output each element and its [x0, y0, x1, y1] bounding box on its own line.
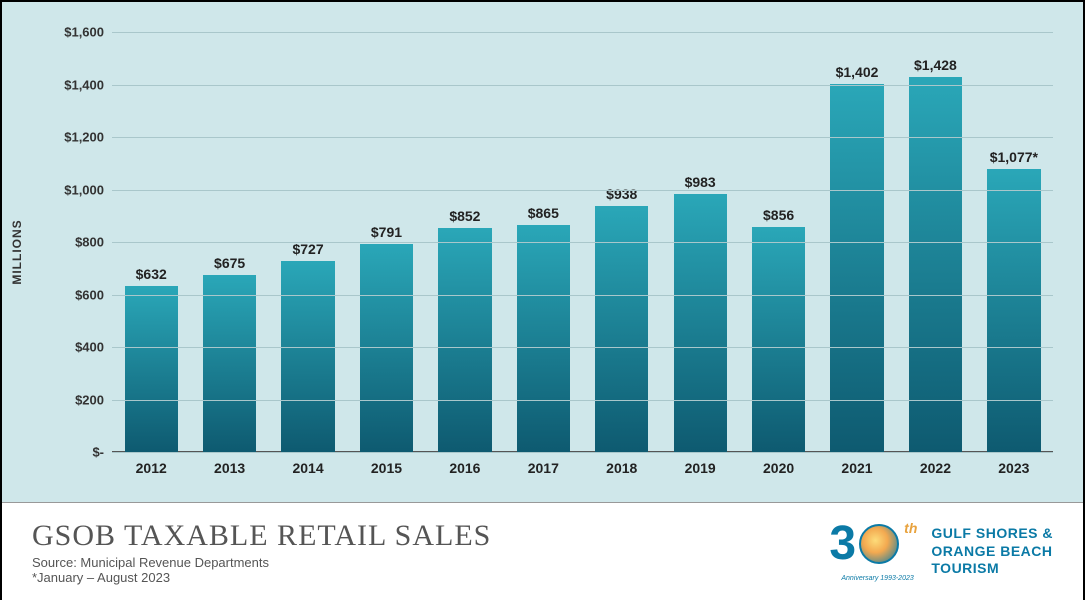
y-tick-label: $800 — [75, 235, 104, 250]
y-tick-label: $400 — [75, 340, 104, 355]
bar: $983 — [674, 194, 727, 452]
gridline — [112, 452, 1053, 453]
x-tick-label: 2013 — [214, 460, 245, 476]
footer-right: 3 th Anniversary 1993-2023 GULF SHORES &… — [829, 522, 1053, 582]
source-text: Source: Municipal Revenue Departments — [32, 555, 829, 570]
gridline — [112, 85, 1053, 86]
x-tick-label: 2014 — [292, 460, 323, 476]
y-tick-label: $600 — [75, 287, 104, 302]
bar: $632 — [125, 286, 178, 452]
bar: $1,428 — [909, 77, 962, 452]
bar-value-label: $1,402 — [836, 64, 879, 80]
gridline — [112, 32, 1053, 33]
bar-value-label: $727 — [292, 241, 323, 257]
anniversary-logo-icon: 3 th Anniversary 1993-2023 — [829, 522, 919, 582]
bar: $675 — [203, 275, 256, 452]
bar: $1,077* — [987, 169, 1040, 452]
logo-number: 3 — [829, 516, 856, 571]
bar-value-label: $632 — [136, 266, 167, 282]
logo-suffix: th — [904, 520, 917, 536]
bar-value-label: $791 — [371, 224, 402, 240]
x-tick-label: 2022 — [920, 460, 951, 476]
x-tick-label: 2017 — [528, 460, 559, 476]
bar: $791 — [360, 244, 413, 452]
gridline — [112, 400, 1053, 401]
brand-line-1: GULF SHORES & — [931, 525, 1053, 543]
brand-text: GULF SHORES & ORANGE BEACH TOURISM — [931, 525, 1053, 578]
logo-anniversary-text: Anniversary 1993-2023 — [839, 575, 915, 582]
y-tick-label: $200 — [75, 392, 104, 407]
x-tick-label: 2015 — [371, 460, 402, 476]
bar: $852 — [438, 228, 491, 452]
bar-value-label: $852 — [449, 208, 480, 224]
y-tick-label: $- — [92, 445, 104, 460]
bar-value-label: $856 — [763, 207, 794, 223]
brand-line-3: TOURISM — [931, 560, 1053, 578]
bar: $727 — [281, 261, 334, 452]
x-tick-label: 2018 — [606, 460, 637, 476]
footer: GSOB TAXABLE RETAIL SALES Source: Munici… — [2, 502, 1083, 600]
y-tick-label: $1,600 — [64, 25, 104, 40]
y-axis-label: MILLIONS — [10, 219, 24, 284]
bar-value-label: $675 — [214, 255, 245, 271]
bar-value-label: $938 — [606, 186, 637, 202]
x-tick-label: 2021 — [841, 460, 872, 476]
x-tick-label: 2020 — [763, 460, 794, 476]
bar-value-label: $1,428 — [914, 57, 957, 73]
footnote: *January – August 2023 — [32, 570, 829, 585]
gridline — [112, 295, 1053, 296]
x-tick-label: 2016 — [449, 460, 480, 476]
logo-globe-icon — [859, 524, 899, 564]
bar: $1,402 — [830, 84, 883, 452]
x-tick-label: 2012 — [136, 460, 167, 476]
bar-value-label: $1,077* — [990, 149, 1038, 165]
brand-line-2: ORANGE BEACH — [931, 543, 1053, 561]
y-tick-label: $1,400 — [64, 77, 104, 92]
y-tick-label: $1,000 — [64, 182, 104, 197]
gridline — [112, 347, 1053, 348]
chart-area: MILLIONS $6322012$6752013$7272014$791201… — [2, 2, 1083, 502]
plot-region: $6322012$6752013$7272014$7912015$8522016… — [112, 32, 1053, 452]
gridline — [112, 242, 1053, 243]
bar: $865 — [517, 225, 570, 452]
y-tick-label: $1,200 — [64, 130, 104, 145]
bar-value-label: $865 — [528, 205, 559, 221]
footer-left: GSOB TAXABLE RETAIL SALES Source: Munici… — [32, 519, 829, 585]
x-tick-label: 2019 — [685, 460, 716, 476]
bar-value-label: $983 — [685, 174, 716, 190]
x-tick-label: 2023 — [998, 460, 1029, 476]
gridline — [112, 190, 1053, 191]
gridline — [112, 137, 1053, 138]
bar: $856 — [752, 227, 805, 452]
chart-title: GSOB TAXABLE RETAIL SALES — [32, 519, 829, 553]
